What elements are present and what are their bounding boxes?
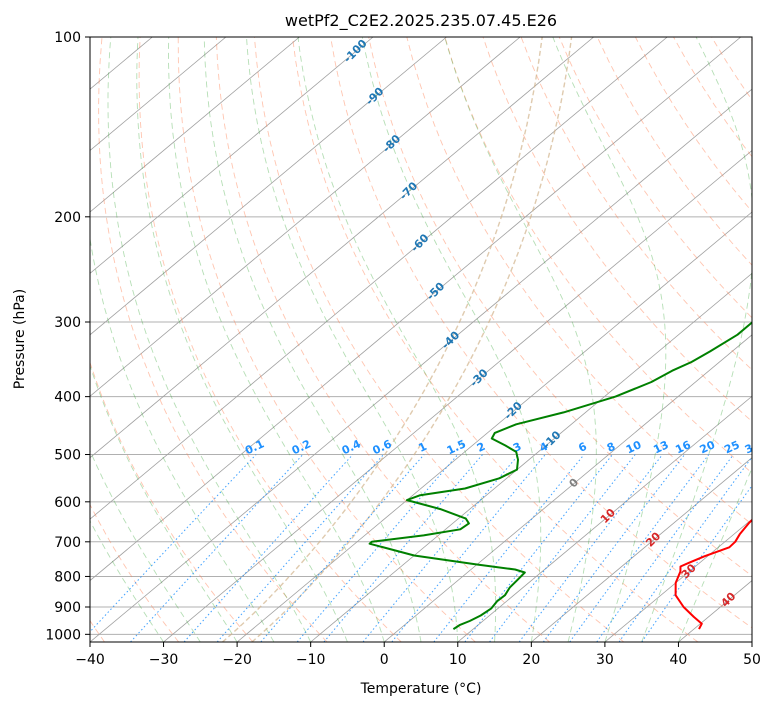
x-tick-label: −40 [75,652,105,668]
dry-adiabat-line [90,503,180,642]
dry-adiabat-line [98,37,328,642]
dry-adiabat-line [482,37,752,423]
moist-adiabat-line [90,235,275,642]
dewpoint-line [368,321,752,630]
moist-adiabat-line [246,37,459,642]
mixing-ratio-line [542,454,685,642]
dry-adiabat-line [138,37,402,642]
mixing-ratio-line [569,454,710,642]
moist-adiabat-line [361,37,542,642]
skewed-isotherm-line [236,211,752,642]
mixing-ratio-label: 10 [624,438,644,456]
skewed-isotherm-line [90,37,374,274]
x-axis-title: Temperature (°C) [360,681,482,697]
mixing-ratio-line [296,454,459,642]
mixing-ratio-line [130,454,304,642]
mixing-ratio-line [618,456,752,642]
dry-adiabat-line [90,361,254,642]
skewed-isotherm-line [604,518,752,642]
mixing-ratio-label: 25 [722,438,741,456]
y-tick-label: 900 [54,600,81,616]
y-tick-label: 800 [54,569,81,585]
skewed-isotherm-line [457,395,752,642]
moist-adiabat-line [168,37,385,642]
mixing-ratio-line [641,484,752,642]
y-axis-title: Pressure (hPa) [12,289,28,389]
moist-adiabat-line [297,37,497,642]
x-tick-label: 40 [670,652,688,668]
x-tick-label: 0 [380,652,389,668]
y-tick-label: 700 [54,535,81,551]
dry-adiabat-line [558,37,752,319]
mixing-ratio-line [323,454,483,642]
temperature-line [674,518,752,630]
reference-curve-line [251,37,573,642]
dry-adiabat-line [520,37,752,371]
dry-adiabat-line [215,37,550,642]
dry-adiabat-line [444,37,752,474]
moist-adiabat-line [90,449,201,642]
moist-adiabat-line [107,37,312,642]
dry-adiabat-line [406,37,752,525]
reference-curve-line [221,37,543,642]
x-tick-label: −10 [296,652,326,668]
mixing-ratio-line [362,454,520,642]
x-tick-label: −30 [149,652,179,668]
y-tick-label: 200 [54,210,81,226]
mixing-ratio-line [260,454,425,642]
skewed-isotherm-line [90,37,668,520]
skewed-isotherm-line [90,37,227,152]
moist-adiabat-line [552,37,667,642]
mixing-ratio-label: 16 [673,438,693,456]
axes-group: −40 −30 −20 −10 0 10 20 30 40 50 100 200 300 400 500 60… [45,30,761,668]
background-lines [90,37,752,642]
mixing-ratio-label: 30 [743,438,763,456]
y-tick-label: 600 [54,495,81,511]
moist-adiabat-line [90,364,238,642]
plot-frame [89,36,753,643]
skewed-isotherm-line [310,272,752,642]
moist-adiabat-line [641,37,752,642]
skewed-isotherm-line [163,150,752,642]
chart-title: wetPf2_C2E2.2025.235.07.45.E26 [285,11,557,31]
y-tick-label: 1000 [45,627,81,643]
dry-adiabat-line [330,37,752,629]
x-tick-label: 50 [743,652,761,668]
y-tick-label: 300 [54,315,81,331]
mixing-ratio-line [464,454,613,642]
x-tick-label: −20 [222,652,252,668]
mixing-ratio-line [596,454,734,642]
mixing-ratio-line [489,454,636,642]
moist-adiabat-line [677,466,752,642]
x-tick-label: 10 [449,652,467,668]
dry-adiabat-line [292,37,699,642]
moist-adiabat-line [444,37,597,642]
y-tick-label: 500 [54,448,81,464]
x-tick-label: 30 [596,652,614,668]
x-tick-label: 20 [522,652,540,668]
moist-adiabat-line [203,37,422,642]
y-tick-label: 100 [54,30,81,46]
y-tick-label: 400 [54,390,81,406]
mixing-ratio-line [90,454,257,633]
skewed-isotherm-line [90,37,594,459]
skewed-isotherm-line [90,37,521,397]
skewed-isotherm-line [90,37,447,336]
dry-adiabat-line [177,37,476,642]
mixing-ratio-line [518,454,663,642]
series-group [368,321,752,630]
mixing-ratio-label: 13 [651,438,670,456]
mixing-ratio-label: 20 [698,438,718,456]
skewed-isotherm-line [531,457,752,642]
skewed-isotherm-line [90,37,742,582]
skewed-isotherm-line [90,88,752,642]
moist-adiabat-line [90,520,164,642]
skewed-isotherm-line [90,37,300,213]
skewed-isotherm-line [383,334,752,642]
